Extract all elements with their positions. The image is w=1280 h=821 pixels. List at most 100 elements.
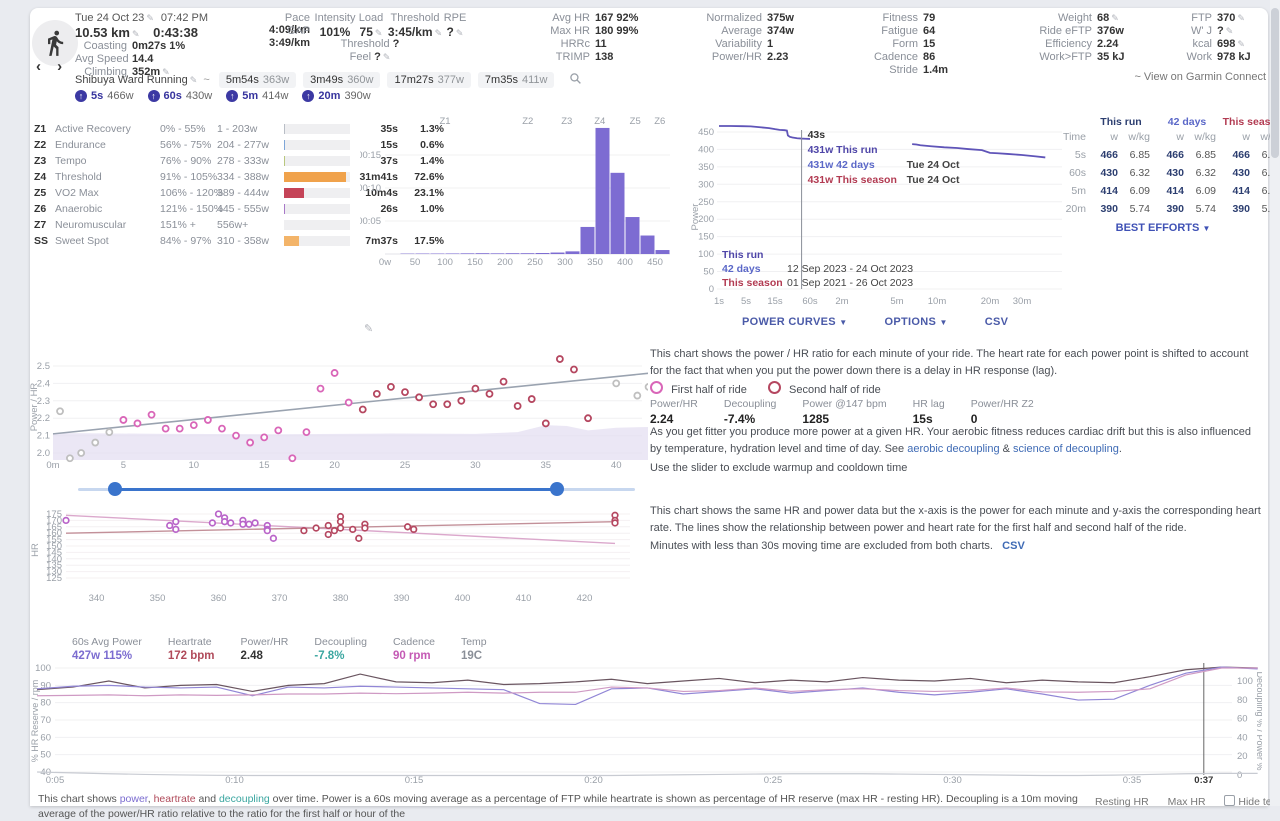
svg-text:0:37: 0:37: [1194, 775, 1213, 785]
hr-power-description: This chart shows the same HR and power d…: [650, 503, 1262, 537]
power-histogram-chart[interactable]: 00:0500:1000:15Z1Z2Z3Z4Z5Z60w50100150200…: [360, 112, 682, 267]
svg-text:Z5: Z5: [630, 116, 641, 127]
series-link[interactable]: power: [120, 793, 148, 805]
svg-text:Tue 24 Oct: Tue 24 Oct: [907, 159, 960, 171]
svg-text:0w: 0w: [379, 257, 391, 267]
search-intervals-icon[interactable]: [569, 76, 582, 88]
svg-text:2m: 2m: [835, 296, 848, 307]
max-hr-field[interactable]: Max HR: [1168, 796, 1206, 808]
decoupling-doc-link[interactable]: aerobic decoupling: [907, 443, 999, 455]
edit-date-icon[interactable]: ✎: [146, 13, 154, 23]
activity-name: Shibuya Ward Running: [75, 74, 188, 86]
best-efforts-dropdown[interactable]: BEST EFFORTS ▼: [1058, 222, 1268, 234]
svg-text:Z6: Z6: [654, 116, 665, 127]
edit-load-icon[interactable]: ✎: [375, 28, 383, 38]
svg-text:350: 350: [587, 257, 603, 267]
power-curve-csv-link[interactable]: CSV: [985, 316, 1009, 328]
svg-text:Power: Power: [690, 204, 701, 231]
zone-bar-track: [284, 236, 350, 246]
page-scrollbar[interactable]: [1270, 0, 1280, 806]
svg-text:43s: 43s: [808, 129, 826, 141]
power-hr-description: This chart shows the power / HR ratio fo…: [650, 346, 1262, 380]
svg-text:HR: HR: [30, 543, 41, 557]
edit-icon[interactable]: ✎: [1237, 38, 1245, 51]
edit-threshold-icon[interactable]: ✎: [435, 28, 443, 38]
efforts-col-42-days: 42 days: [1154, 116, 1220, 128]
svg-text:60s: 60s: [802, 296, 818, 307]
power-curves-menu[interactable]: POWER CURVES ▼: [742, 316, 847, 328]
svg-text:Power / HR: Power / HR: [30, 383, 40, 432]
svg-text:Z4: Z4: [594, 116, 605, 127]
svg-text:50: 50: [703, 267, 714, 278]
svg-text:431w This season: 431w This season: [808, 174, 897, 186]
next-activity-button[interactable]: ›: [57, 58, 62, 75]
svg-text:30m: 30m: [1013, 296, 1032, 307]
svg-text:350: 350: [698, 162, 714, 173]
svg-text:300: 300: [698, 179, 714, 190]
edit-chart-icon[interactable]: ✎: [364, 322, 373, 335]
svg-text:200: 200: [497, 257, 513, 267]
slider-active-range[interactable]: [115, 488, 557, 491]
scrollbar-thumb[interactable]: [1271, 8, 1279, 158]
svg-text:100: 100: [1237, 676, 1253, 687]
decoupling-doc-link[interactable]: science of decoupling: [1013, 443, 1119, 455]
svg-text:% HR Reserve / rpm: % HR Reserve / rpm: [30, 680, 40, 763]
svg-text:Tue 24 Oct: Tue 24 Oct: [907, 174, 960, 186]
svg-text:400: 400: [455, 593, 471, 604]
svg-text:250: 250: [527, 257, 543, 267]
svg-text:420: 420: [577, 593, 593, 604]
edit-icon[interactable]: ✎: [1226, 25, 1234, 38]
edit-rpe-icon[interactable]: ✎: [456, 28, 464, 38]
garmin-connect-link[interactable]: ~ View on Garmin Connect: [1130, 71, 1266, 83]
edit-icon[interactable]: ✎: [1111, 12, 1119, 25]
arrow-up-circle-icon: ↑: [302, 90, 314, 102]
edit-icon[interactable]: ✎: [1237, 12, 1245, 25]
arrow-up-circle-icon: ↑: [148, 90, 160, 102]
svg-text:390: 390: [394, 593, 410, 604]
slider-handle-end[interactable]: [550, 482, 564, 496]
edit-feel-icon[interactable]: ✎: [383, 52, 391, 62]
activity-start-time: 07:42 PM: [161, 12, 208, 24]
svg-text:35: 35: [541, 460, 552, 471]
slider-handle-start[interactable]: [108, 482, 122, 496]
second-half-legend-label: Second half of ride: [789, 384, 881, 396]
options-menu[interactable]: OPTIONS ▼: [885, 316, 948, 328]
svg-text:431w This run: 431w This run: [808, 144, 878, 156]
prev-activity-button[interactable]: ‹: [36, 58, 41, 75]
svg-text:01 Sep 2021 - 26 Oct 2023: 01 Sep 2021 - 26 Oct 2023: [787, 277, 913, 289]
svg-text:370: 370: [272, 593, 288, 604]
rpe-label: RPE: [442, 12, 468, 24]
svg-text:50: 50: [410, 257, 421, 267]
series-link[interactable]: decoupling: [219, 793, 270, 805]
resting-hr-field[interactable]: Resting HR: [1095, 796, 1149, 808]
zone-bar-track: [284, 140, 350, 150]
series-link[interactable]: heartrate: [154, 793, 196, 805]
scatter-csv-link[interactable]: CSV: [1002, 540, 1025, 552]
edit-activity-name-icon[interactable]: ✎: [190, 75, 198, 85]
svg-text:150: 150: [698, 232, 714, 243]
edit-distance-icon[interactable]: ✎: [132, 29, 140, 39]
svg-text:0: 0: [1237, 770, 1242, 781]
